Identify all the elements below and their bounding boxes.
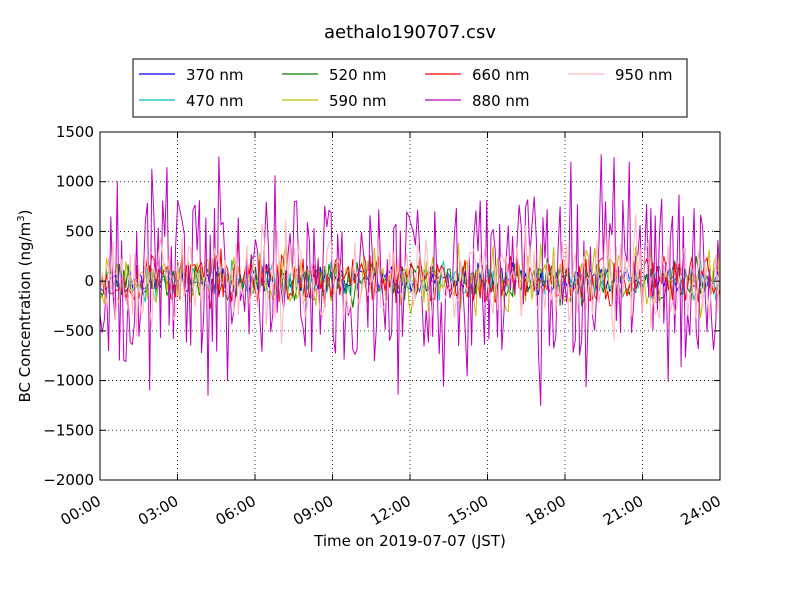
x-tick-label: 00:00	[58, 492, 104, 529]
y-tick-label: −2000	[43, 471, 94, 489]
legend-label: 520 nm	[329, 66, 387, 84]
legend: 370 nm 470 nm 520 nm 590 nm 660 nm 880 nm 950 …	[132, 58, 688, 118]
y-tick-label: 500	[65, 222, 94, 240]
x-tick-labels: 00:00 03:00 06:00 09:00 12:00 15:00 18:00 21:00…	[58, 492, 724, 529]
x-tick-label: 24:00	[678, 492, 724, 529]
x-tick-label: 03:00	[135, 492, 181, 529]
chart-title: aethalo190707.csv	[324, 22, 496, 43]
y-axis-title-close: )	[16, 210, 34, 216]
y-tick-label: −500	[53, 322, 94, 340]
series-layer	[99, 154, 721, 406]
legend-label: 950 nm	[615, 66, 673, 84]
series-line-950-nm	[99, 214, 721, 345]
legend-label: 590 nm	[329, 92, 387, 110]
y-tick-label: 1000	[56, 173, 94, 191]
ticks	[99, 131, 721, 481]
y-axis-title-main: BC Concentration (ng/m	[16, 222, 34, 403]
x-tick-label: 06:00	[213, 492, 259, 529]
y-tick-label: 1500	[56, 123, 94, 141]
x-tick-label: 12:00	[368, 492, 414, 529]
y-tick-labels: −2000 −1500 −1000 −500 0 500 1000 1500	[43, 123, 94, 489]
x-tick-label: 21:00	[600, 492, 646, 529]
legend-label: 470 nm	[186, 92, 244, 110]
y-tick-label: 0	[84, 272, 94, 290]
y-axis-title: BC Concentration (ng/m3)	[16, 210, 34, 403]
y-tick-label: −1500	[43, 421, 94, 439]
y-tick-label: −1000	[43, 372, 94, 390]
x-tick-label: 18:00	[523, 492, 569, 529]
x-axis-title: Time on 2019-07-07 (JST)	[313, 532, 506, 550]
legend-label: 880 nm	[472, 92, 530, 110]
series-line-880-nm	[99, 154, 721, 406]
legend-label: 660 nm	[472, 66, 530, 84]
grid	[100, 132, 720, 480]
legend-frame	[132, 58, 688, 118]
series-line-660-nm	[99, 241, 721, 314]
x-tick-label: 15:00	[445, 492, 491, 529]
x-tick-label: 09:00	[290, 492, 336, 529]
legend-label: 370 nm	[186, 66, 244, 84]
y-axis-title-superscript: 3	[16, 215, 27, 221]
